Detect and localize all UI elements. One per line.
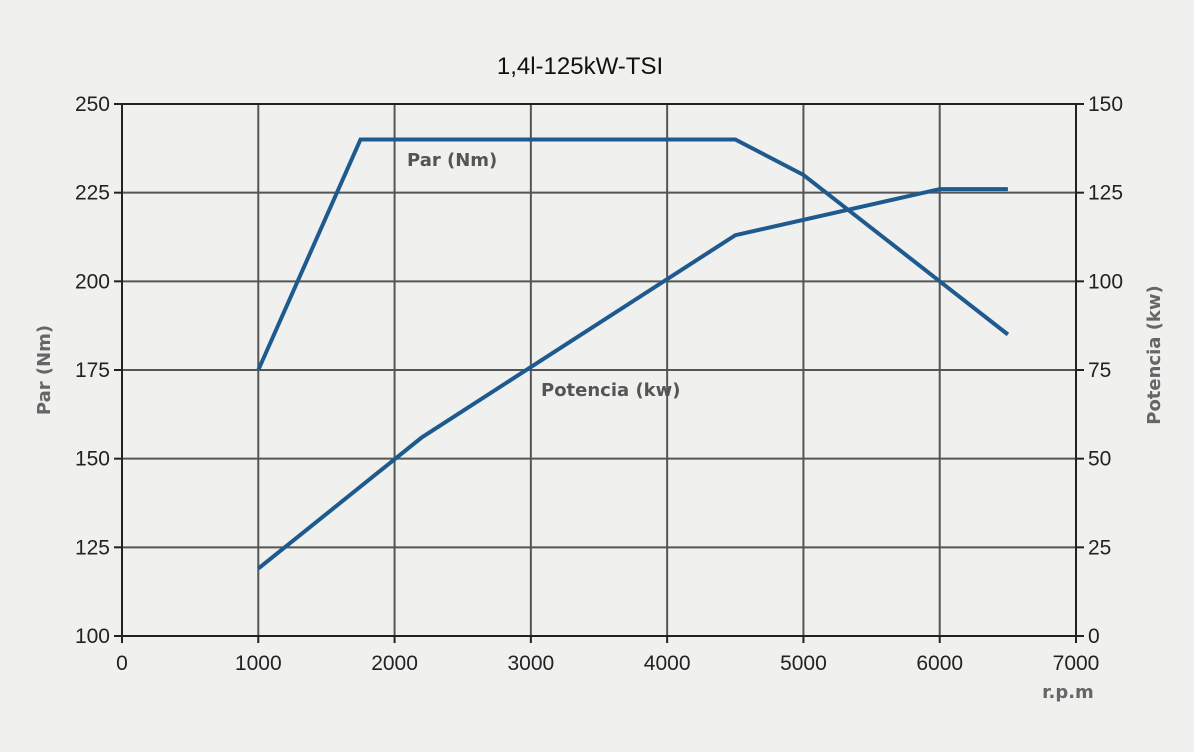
series-label-potencia: Potencia (kw) — [541, 380, 681, 401]
y-left-tick-label: 125 — [75, 536, 110, 559]
y-left-tick-label: 150 — [75, 448, 110, 471]
y-right-tick-label: 75 — [1088, 359, 1111, 382]
y-right-tick-label: 25 — [1088, 536, 1111, 559]
y-left-tick-label: 225 — [75, 182, 110, 205]
x-tick-label: 0 — [116, 652, 128, 675]
grid — [122, 104, 1076, 636]
series-line-par — [256, 137, 1010, 371]
y-right-tick-label: 150 — [1088, 93, 1123, 116]
series-line-potencia — [257, 187, 1008, 571]
x-tick-label: 2000 — [371, 652, 418, 675]
y-right-tick-label: 0 — [1088, 625, 1100, 648]
chart-title: 1,4l-125kW-TSI — [497, 53, 663, 80]
x-tick-label: 3000 — [507, 652, 554, 675]
series-label-par: Par (Nm) — [407, 150, 497, 171]
x-tick-label: 6000 — [916, 652, 963, 675]
y-right-axis-title: Potencia (kw) — [1144, 285, 1165, 425]
series-layer — [256, 137, 1010, 571]
y-right-tick-label: 50 — [1088, 448, 1111, 471]
y-left-axis-title: Par (Nm) — [34, 325, 55, 415]
x-axis-title: r.p.m — [1042, 682, 1094, 703]
y-right-tick-label: 125 — [1088, 182, 1123, 205]
y-left-tick-label: 175 — [75, 359, 110, 382]
y-right-tick-label: 100 — [1088, 270, 1123, 293]
tick-labels: 0 1000 2000 3000 4000 5000 6000 700010012515017… — [75, 93, 1123, 675]
x-tick-label: 5000 — [780, 652, 827, 675]
x-tick-label: 7000 — [1053, 652, 1100, 675]
y-left-tick-label: 250 — [75, 93, 110, 116]
x-tick-label: 1000 — [235, 652, 282, 675]
y-left-tick-label: 200 — [75, 270, 110, 293]
y-left-tick-label: 100 — [75, 625, 110, 648]
x-tick-label: 4000 — [644, 652, 691, 675]
